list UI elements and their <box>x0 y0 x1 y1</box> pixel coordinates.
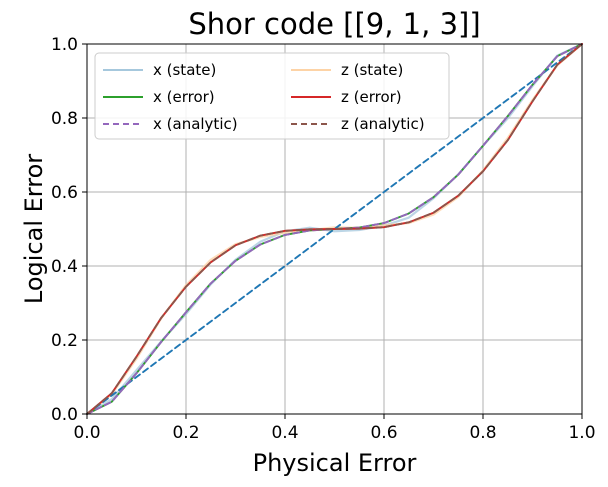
y-tick-label: 0.8 <box>51 109 78 129</box>
series-line-reference <box>86 43 583 415</box>
y-tick-label: 0.2 <box>51 331 78 351</box>
legend-label: z (state) <box>341 61 403 79</box>
y-tick-label: 0.6 <box>51 183 78 203</box>
series-layer <box>85 42 584 416</box>
legend-label: x (state) <box>153 61 216 79</box>
x-axis-label: Physical Error <box>253 449 417 477</box>
series-line-z-analytic <box>86 43 583 415</box>
legend-label: z (error) <box>341 88 402 106</box>
legend-box <box>94 52 450 140</box>
legend-label: x (analytic) <box>153 115 238 133</box>
x-tick-label: 1.0 <box>568 423 595 443</box>
chart-title: Shor code [[9, 1, 3]] <box>188 7 480 41</box>
legend: x (state) x (error) x (analytic) z (state) z… <box>94 52 450 140</box>
x-tick-label: 0.8 <box>469 423 496 443</box>
y-tick-label: 0.0 <box>51 405 78 425</box>
legend-label: x (error) <box>153 88 215 106</box>
x-tick-label: 0.4 <box>271 423 298 443</box>
x-tick-label: 0.2 <box>172 423 199 443</box>
x-tick-label: 0.6 <box>370 423 397 443</box>
ticks: 0.0 0.2 0.4 0.6 0.8 1.0 0.0 0.2 0.4 0.6 0.8 1.0 <box>51 35 596 443</box>
x-tick-label: 0.0 <box>73 423 100 443</box>
y-tick-label: 0.4 <box>51 257 78 277</box>
y-axis-label: Logical Error <box>20 154 48 304</box>
plot-frame <box>86 43 583 415</box>
y-tick-label: 1.0 <box>51 35 78 55</box>
legend-label: z (analytic) <box>341 115 425 133</box>
